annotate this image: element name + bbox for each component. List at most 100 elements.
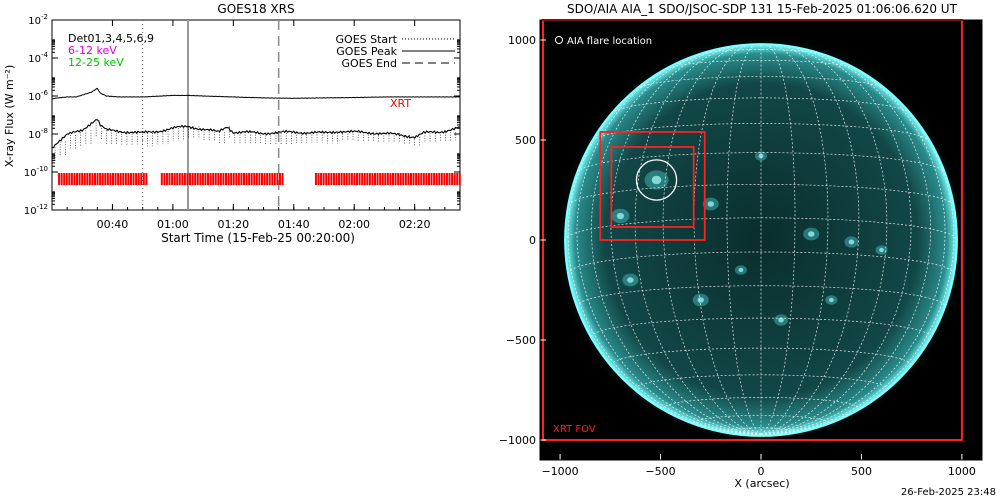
xrt-exposure-mark [317,173,320,185]
grid-latitude [665,60,857,70]
xrt-exposure-mark [194,173,197,185]
aia-x-tick-label: −1000 [541,465,578,478]
aia-y-tick-label: −500 [506,334,536,347]
xrt-exposure-mark [96,173,99,185]
goes-y-tick-exp: -12 [37,203,48,211]
xrt-exposure-mark [363,173,366,185]
xrt-exposure-mark [245,173,248,185]
xrt-exposure-mark [204,173,207,185]
aia-sun-image [542,19,969,448]
xrt-exposure-mark [330,173,333,185]
xrt-exposure-mark [83,173,86,185]
xrt-exposure-mark [243,173,246,185]
goes-x-tick-label: 02:00 [338,218,370,231]
xrt-exposure-mark [314,173,317,185]
xrt-exposure-mark [356,173,359,185]
xrt-pointing-box [599,131,706,241]
xrt-exposure-mark [397,173,400,185]
goes-flux-series [51,87,461,162]
xrt-pointing-box [610,146,695,228]
xrt-exposure-mark [248,173,251,185]
xrt-exposure-mark [212,173,215,185]
goes-y-tick-exp: -8 [41,127,48,135]
active-region-core [651,175,662,185]
xrt-exposure-mark [278,173,281,185]
goes-y-tick-label: 10-8 [28,127,48,141]
xrt-exposure-mark [374,173,377,185]
xrt-exposure-mark [176,173,179,185]
solar-disk [565,44,957,436]
xrt-exposure-mark [417,173,420,185]
xrt-exposure-mark [453,173,456,185]
xrt-exposure-mark [368,173,371,185]
xrt-exposure-mark [86,173,89,185]
xrt-exposure-mark [181,173,184,185]
xrt-exposure-mark [458,173,461,185]
grid-longitude [760,46,912,435]
flare-location-circle [635,159,678,201]
aia-x-tick-label: 1000 [948,465,976,478]
xrt-exposure-mark [438,173,441,185]
xrt-exposure-mark [266,173,269,185]
grid-latitude [576,152,946,173]
xrt-exposure-mark [456,173,459,185]
xrt-exposure-mark [430,173,433,185]
xrt-exposure-mark [132,173,135,185]
active-region-core [627,277,634,283]
xrt-exposure-mark [263,173,266,185]
xrt-exposure-mark [235,173,238,185]
xrt-exposure-mark [173,173,176,185]
xrt-exposure-mark [78,173,81,185]
xrt-exposure-mark [412,173,415,185]
xrt-exposure-mark [111,173,114,185]
xrt-exposure-mark [127,173,130,185]
xrt-exposure-mark [171,173,174,185]
xrt-exposure-mark [379,173,382,185]
xrt-exposure-mark [101,173,104,185]
aia-y-tick-label: 1000 [508,34,536,47]
xrt-exposure-mark [183,173,186,185]
goes-y-tick-exp: -4 [41,51,49,59]
xrt-exposure-mark [386,173,389,185]
xrt-exposure-mark [122,173,125,185]
xrt-fov-label: XRT FOV [553,424,596,435]
xrt-exposure-mark [353,173,356,185]
xrt-exposure-mark [402,173,405,185]
xrt-exposure-mark [392,173,394,185]
xrt-exposure-mark [268,173,271,185]
xrt-label: XRT [390,97,411,110]
xrt-exposure-mark [332,173,335,185]
grid-latitude [567,251,955,274]
grid-longitude [634,44,762,435]
xrt-exposure-mark [160,173,163,185]
goes-series-long [51,87,461,100]
active-region-core [808,231,815,237]
xrt-exposure-mark [448,173,451,185]
flare-legend-label: AIA flare location [567,36,652,47]
xrt-exposure-mark [178,173,181,185]
xrt-exposure-mark [253,173,256,185]
xrt-exposure-mark [260,173,263,185]
solar-limb [564,43,958,437]
xrt-exposure-mark [325,173,328,185]
grid-longitude [760,44,796,435]
xrt-exposure-mark [58,173,61,185]
xrt-exposure-mark [420,173,423,185]
grid-longitude [760,44,888,435]
legend-12-25-kev: 12-25 keV [68,56,124,69]
aia-axes: −1000 −500 0 500 1000 −1000 −500 0 500 1000 [499,34,976,478]
legend-goes-peak: GOES Peak [336,45,397,58]
xrt-exposure-mark [207,173,210,185]
aia-image-panel: SDO/AIA AIA_1 SDO/JSOC-SDP 131 15-Feb-20… [499,2,983,490]
goes-x-tick-label: 00:40 [97,218,129,231]
xrt-exposure-mark [276,173,279,185]
active-region-core [828,297,834,303]
xrt-exposure-mark [281,173,284,185]
xrt-exposure-mark [327,173,330,185]
xrt-exposure-mark [73,173,76,185]
xrt-exposure-mark [451,173,454,185]
xrt-exposure-mark [114,173,117,185]
xrt-exposure-mark [443,173,446,185]
goes-x-tick-label: 02:20 [399,218,431,231]
xrt-exposure-mark [445,173,448,185]
